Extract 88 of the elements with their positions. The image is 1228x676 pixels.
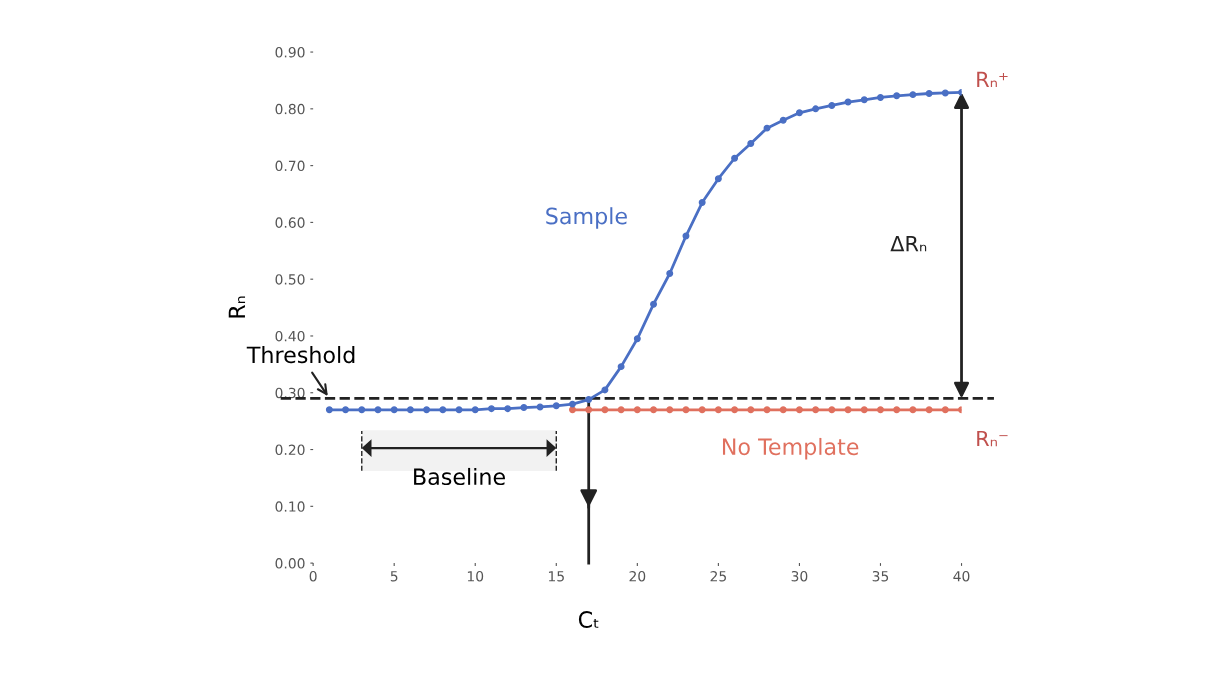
point [893,92,901,100]
point [795,109,803,117]
point [860,96,868,104]
point [682,406,690,414]
point [439,406,447,414]
y-tick-label: 0.80 [275,103,305,115]
point [504,405,512,413]
point [601,386,609,394]
point [714,406,722,414]
y-axis-title: Rₙ [228,296,246,318]
point [569,400,576,408]
point [698,406,706,414]
point [812,105,820,113]
point [747,406,755,414]
y-tick-label: 0.00 [275,558,305,569]
text: Sample [546,207,627,229]
point [763,406,771,414]
point [585,396,593,404]
band-label: Baseline [414,467,505,486]
point [941,89,949,97]
point [877,94,884,101]
point [828,101,836,109]
point [617,363,625,371]
ref-line-label: Cₜ [578,611,599,628]
point [828,406,836,414]
point [747,140,755,147]
point [763,124,771,132]
point [601,406,609,414]
point [812,406,820,414]
y-tick-label: 0.10 [275,501,305,512]
point [585,406,593,414]
point [941,406,949,414]
x-tick-label: 0 [309,570,317,582]
point [731,154,739,162]
point [779,406,787,414]
point [714,175,722,183]
x-tick-label: 30 [791,570,808,582]
point [779,116,787,124]
y-tick-label: 0.50 [275,274,305,285]
point [390,406,398,414]
x-tick-label: 5 [390,571,398,582]
point [569,406,576,414]
point [844,406,852,414]
point [342,406,350,414]
point [893,406,901,414]
series-label: No Template [722,437,859,460]
ref-line-label: Threshold [246,346,355,364]
point [374,406,382,414]
point [358,406,366,414]
y-tick-label: 0.70 [275,160,305,172]
point [877,406,884,414]
point [552,402,560,410]
x-tick-label: 25 [710,570,726,582]
point [406,406,414,414]
point [666,270,674,277]
y-tick-label: 0.20 [275,444,305,456]
point [455,406,463,414]
point [795,406,803,414]
point [617,406,625,414]
annotation: Rₙ⁻ [977,430,1008,447]
point [487,405,495,413]
point [925,406,933,414]
y-tick-label: 0.90 [275,47,305,58]
point [909,406,917,414]
point [471,406,479,414]
point [423,406,431,414]
point [650,300,658,308]
point [698,199,706,207]
point [633,406,641,414]
y-tick-label: 0.40 [275,330,305,342]
x-tick-label: 40 [953,570,970,582]
x-tick-label: 35 [872,570,889,582]
point [860,406,868,414]
x-tick-label: 15 [548,571,564,582]
annotation: ΔRₙ [890,235,927,252]
x-tick-label: 10 [467,570,484,582]
point [325,406,333,414]
annotation: Rₙ⁺ [977,71,1008,88]
point [520,404,528,411]
point [909,91,917,99]
point [666,406,674,414]
y-tick-label: 0.60 [275,217,305,228]
point [731,406,739,414]
point [633,335,641,343]
point [650,406,658,414]
x-tick-label: 20 [629,570,646,582]
point [925,90,933,97]
point [536,403,544,411]
